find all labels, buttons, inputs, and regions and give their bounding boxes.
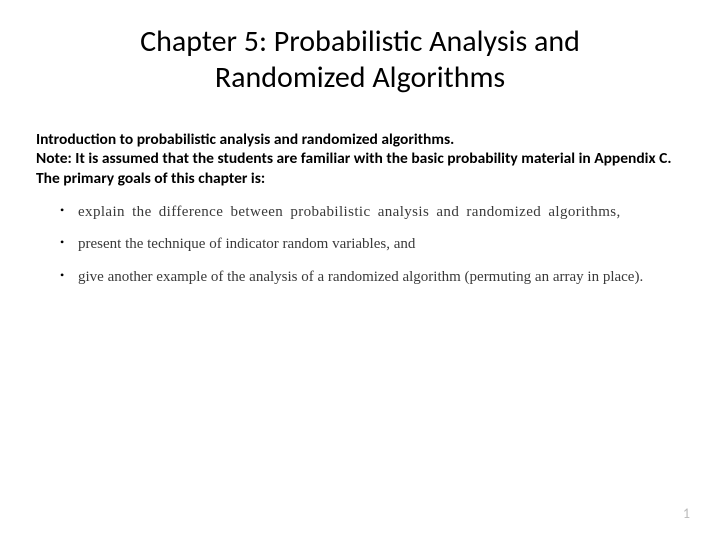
intro-line-1: Introduction to probabilistic analysis a…	[36, 130, 684, 149]
goal-item-3: give another example of the analysis of …	[60, 267, 684, 287]
goal-item-2: present the technique of indicator rando…	[60, 234, 684, 254]
slide: Chapter 5: Probabilistic Analysis and Ra…	[0, 0, 720, 540]
goals-list: explain the difference between probabili…	[60, 202, 684, 287]
page-number: 1	[683, 505, 690, 522]
goal-item-1: explain the difference between probabili…	[60, 202, 684, 222]
slide-title: Chapter 5: Probabilistic Analysis and Ra…	[76, 24, 644, 96]
intro-line-2: Note: It is assumed that the students ar…	[36, 149, 684, 168]
intro-line-3: The primary goals of this chapter is:	[36, 169, 684, 188]
intro-block: Introduction to probabilistic analysis a…	[36, 130, 684, 188]
